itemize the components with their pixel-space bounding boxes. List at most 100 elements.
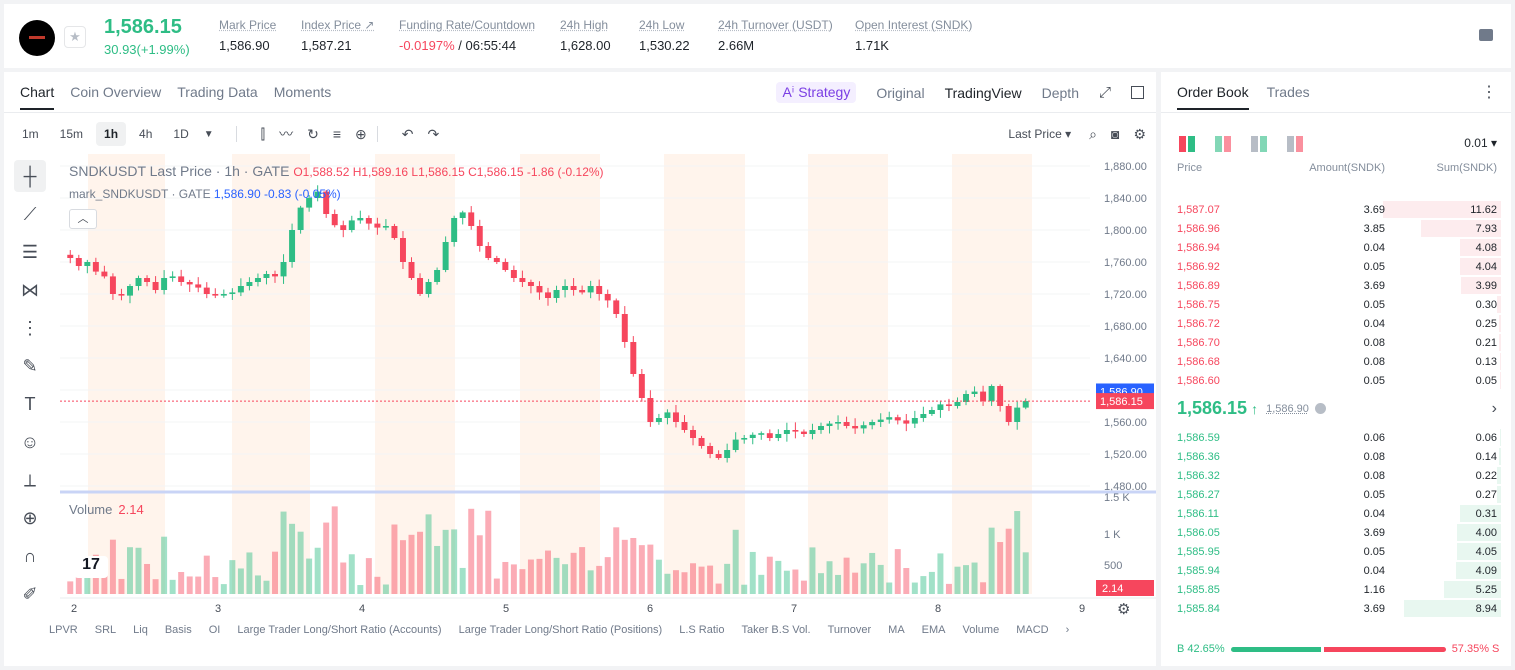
bid-row[interactable]: 1,586.36 0.08 0.14 (1177, 447, 1501, 466)
chevron-right-icon[interactable]: › (1065, 624, 1070, 636)
indicator-item[interactable]: EMA (921, 624, 946, 636)
ruler-icon[interactable]: ⟂ (23, 469, 36, 490)
timeframe-1m[interactable]: 1m (22, 127, 39, 141)
strategy-button[interactable]: Aⁱ Strategy (776, 82, 857, 103)
bid-row[interactable]: 1,585.94 0.04 4.09 (1177, 561, 1501, 580)
indicator-item[interactable]: Large Trader Long/Short Ratio (Positions… (458, 624, 663, 636)
timeframe-1d[interactable]: 1D (173, 127, 189, 141)
lock-draw-icon[interactable]: ✐ (22, 583, 38, 604)
depth-bar (1404, 600, 1501, 617)
timeframe-4h[interactable]: 4h (139, 127, 153, 141)
indicator-item[interactable]: Basis (164, 624, 192, 636)
indicators-icon[interactable]: 〰 (279, 126, 294, 142)
precision-select[interactable]: 0.01 ▾ (1464, 136, 1497, 150)
collapse-legend-button[interactable]: ︿ (69, 209, 97, 229)
view-tradingview[interactable]: TradingView (944, 84, 1022, 101)
ask-row[interactable]: 1,586.96 3.85 7.93 (1177, 219, 1501, 238)
indicator-item[interactable]: Turnover (827, 624, 872, 636)
ask-row[interactable]: 1,586.72 0.04 0.25 (1177, 314, 1501, 333)
camera-icon[interactable]: ◙ (1110, 126, 1120, 142)
bid-row[interactable]: 1,585.85 1.16 5.25 (1177, 580, 1501, 599)
crosshair-icon[interactable]: ┼ (14, 160, 46, 192)
stat-label[interactable]: Index Price ↗ (301, 18, 375, 32)
indicator-item[interactable]: Taker B.S Vol. (741, 624, 811, 636)
indicator-item[interactable]: Liq (133, 624, 148, 636)
notes-icon[interactable] (1479, 29, 1493, 41)
zoom-in-icon[interactable]: ⊕ (22, 507, 38, 528)
volume-bar (297, 531, 304, 594)
ask-row[interactable]: 1,587.07 3.69 11.62 (1177, 200, 1501, 219)
brush-icon[interactable]: ✎ (22, 355, 38, 376)
magnet-icon[interactable]: ∩ (23, 545, 37, 566)
stat-label[interactable]: Mark Price (219, 18, 277, 32)
indicator-item[interactable]: Large Trader Long/Short Ratio (Accounts) (237, 624, 442, 636)
tradingview-logo[interactable]: 17 (74, 556, 108, 578)
timeframe-dropdown-icon[interactable]: ▼ (203, 128, 214, 140)
tab-trades[interactable]: Trades (1266, 84, 1310, 100)
price-source-select[interactable]: Last Price ▾ (1008, 127, 1072, 141)
trend-line-icon[interactable]: ⟋ (23, 203, 37, 224)
chevron-right-icon[interactable]: › (1491, 399, 1497, 417)
replay-icon[interactable]: ↻ (307, 125, 319, 142)
ask-row[interactable]: 1,586.94 0.04 4.08 (1177, 238, 1501, 257)
tab-trading-data[interactable]: Trading Data (177, 84, 258, 100)
indicator-item[interactable]: LPVR (49, 624, 78, 636)
price-chart[interactable]: 1,880.00 1,840.00 1,800.00 1,760.00 1,720.00… (60, 154, 1156, 662)
redo-icon[interactable]: ↷ (427, 125, 440, 142)
view-original[interactable]: Original (876, 84, 925, 101)
indicator-item[interactable]: SRL (94, 624, 117, 636)
bid-row[interactable]: 1,586.59 0.06 0.06 (1177, 428, 1501, 447)
window-icon[interactable] (1131, 86, 1144, 99)
search-icon[interactable]: ⌕ (1089, 125, 1097, 142)
indicator-item[interactable]: Volume (962, 624, 1000, 636)
bid-row[interactable]: 1,586.11 0.04 0.31 (1177, 504, 1501, 523)
ask-row[interactable]: 1,586.89 3.69 3.99 (1177, 276, 1501, 295)
chart-settings-icon[interactable]: ⚙ (1117, 601, 1131, 618)
bid-row[interactable]: 1,586.32 0.08 0.22 (1177, 466, 1501, 485)
bid-row[interactable]: 1,585.84 3.69 8.94 (1177, 599, 1501, 618)
emoji-icon[interactable]: ☺ (20, 431, 40, 452)
undo-icon[interactable]: ↶ (401, 125, 414, 142)
ask-row[interactable]: 1,586.68 0.08 0.13 (1177, 352, 1501, 371)
templates-icon[interactable]: ≡ (332, 126, 342, 142)
indicator-item[interactable]: MACD (1016, 624, 1049, 636)
bids-only-icon[interactable] (1251, 136, 1267, 152)
both-sides-icon[interactable] (1179, 136, 1195, 152)
timeframe-15m[interactable]: 15m (59, 127, 84, 141)
candle-type-icon[interactable]: ⫿ (260, 125, 266, 142)
stat-label[interactable]: Open Interest (SNDK) (855, 18, 973, 32)
pattern-icon[interactable]: ⋈ (21, 279, 39, 300)
candle-body (502, 262, 509, 270)
mid-price-row[interactable]: 1,586.15 ↑ 1,586.90 › (1177, 398, 1497, 419)
expand-icon[interactable]: ⤢ (1098, 84, 1111, 101)
tab-order-book[interactable]: Order Book (1177, 84, 1249, 110)
bid-price: 1,585.84 (1177, 602, 1220, 615)
indicator-item[interactable]: OI (208, 624, 221, 636)
ask-row[interactable]: 1,586.70 0.08 0.21 (1177, 333, 1501, 352)
indicator-item[interactable]: L.S Ratio (679, 624, 725, 636)
bid-row[interactable]: 1,585.95 0.05 4.05 (1177, 542, 1501, 561)
tab-chart[interactable]: Chart (20, 84, 55, 110)
indicator-item[interactable]: MA (888, 624, 905, 636)
sides-split-icon[interactable] (1215, 136, 1231, 152)
ask-row[interactable]: 1,586.92 0.05 4.04 (1177, 257, 1501, 276)
tab-coin-overview[interactable]: Coin Overview (70, 84, 162, 100)
settings-icon[interactable]: ⚙ (1133, 125, 1146, 142)
ask-row[interactable]: 1,586.75 0.05 0.30 (1177, 295, 1501, 314)
bid-row[interactable]: 1,586.05 3.69 4.00 (1177, 523, 1501, 542)
y-tick-label: 1,800.00 (1104, 225, 1147, 237)
add-alert-icon[interactable]: ⊕ (355, 125, 367, 142)
bid-row[interactable]: 1,586.27 0.05 0.27 (1177, 485, 1501, 504)
candle-body (280, 262, 287, 277)
timeframe-1h[interactable]: 1h (96, 122, 127, 146)
stat-label[interactable]: Funding Rate/Countdown (399, 18, 536, 32)
tab-moments[interactable]: Moments (273, 84, 332, 100)
ask-row[interactable]: 1,586.60 0.05 0.05 (1177, 371, 1501, 390)
text-icon[interactable]: T (24, 393, 36, 414)
parallel-channel-icon[interactable]: ☰ (21, 241, 39, 262)
favorite-star-icon[interactable]: ★ (64, 26, 86, 48)
asks-only-icon[interactable] (1287, 136, 1303, 152)
more-options-icon[interactable]: ⋮ (1481, 84, 1497, 101)
fib-icon[interactable]: ⋮ (21, 317, 39, 338)
view-depth[interactable]: Depth (1041, 84, 1079, 101)
